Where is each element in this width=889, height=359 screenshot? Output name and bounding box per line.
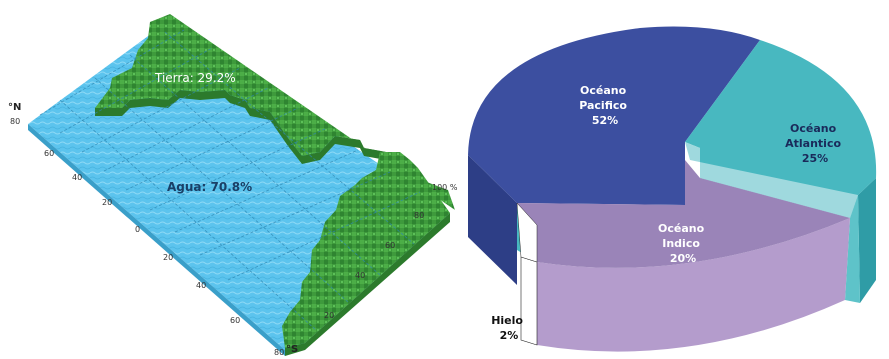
pie-label-indico-line1: Océano <box>658 222 705 235</box>
pie-slice-pacific <box>468 26 760 205</box>
land-top-cliff <box>95 90 386 164</box>
pie-label-indico: Océano Indico 20% <box>658 222 708 265</box>
land-water-map: Tierra: 29.2% Agua: 70.8% °N °S 80 60 40… <box>8 14 458 357</box>
lat-tick-labels: 80 60 40 20 0 20 40 60 80 <box>10 117 284 357</box>
pie-slice-atlantic-inner-face <box>685 142 858 218</box>
water-label: Agua: 70.8% <box>167 180 252 194</box>
pie-label-atlantic-pct: 25% <box>802 152 828 165</box>
land-bottom-area <box>282 152 450 348</box>
lat-gridlines <box>39 29 421 281</box>
lat-south-unit: °S <box>286 344 298 355</box>
pie-side-atlantic <box>858 178 876 303</box>
lat-tick: 0 <box>135 225 140 234</box>
pie-label-indico-pct: 20% <box>670 252 696 265</box>
pie-label-atlantic-line2: Atlantico <box>785 137 841 150</box>
pie-side-indico <box>537 218 850 352</box>
pie-label-indico-line2: Indico <box>662 237 700 250</box>
pie-side-atlantic-inner <box>845 195 860 303</box>
lat-tick: 80 <box>10 117 20 126</box>
land-label: Tierra: 29.2% <box>154 71 236 85</box>
lat-tick: 20 <box>102 198 112 207</box>
pct-tick-labels: 20 40 60 80 100 % <box>324 183 458 320</box>
ocean-pie-chart: Océano Pacifico 52% Océano Atlantico 25%… <box>468 26 877 352</box>
pie-label-pacific-line1: Océano <box>580 84 627 97</box>
water-edge <box>28 124 285 356</box>
pct-tick: 20 <box>324 311 334 320</box>
pie-slice-indico <box>517 160 850 268</box>
pie-label-pacific-pct: 52% <box>592 114 618 127</box>
pie-side-hielo <box>520 256 538 346</box>
lat-tick: 60 <box>44 149 54 158</box>
pie-label-atlantic-line1: Océano <box>790 122 837 135</box>
pie-label-hielo-pct: 2% <box>500 329 519 342</box>
pie-label-pacific: Océano Pacifico 52% <box>579 84 631 127</box>
pie-label-hielo-line1: Hielo <box>491 314 523 327</box>
lat-tick: 40 <box>72 173 82 182</box>
lat-tick: 80 <box>274 348 284 357</box>
lat-tick: 60 <box>230 316 240 325</box>
pie-side-pacific <box>468 155 517 285</box>
pct-gridlines <box>59 31 415 331</box>
lat-tick: 20 <box>163 253 173 262</box>
pct-tick: 80 <box>414 211 424 220</box>
lat-tick: 40 <box>196 281 206 290</box>
land-top-area <box>95 14 455 210</box>
pct-tick: 100 % <box>432 183 458 192</box>
pie-inner-wall <box>516 202 538 263</box>
pct-tick: 40 <box>355 271 365 280</box>
pie-label-atlantic: Océano Atlantico 25% <box>785 122 845 165</box>
pie-label-hielo: Hielo 2% <box>491 314 527 342</box>
pct-tick: 60 <box>385 241 395 250</box>
pie-label-pacific-line2: Pacifico <box>579 99 627 112</box>
lat-north-unit: °N <box>8 102 21 113</box>
